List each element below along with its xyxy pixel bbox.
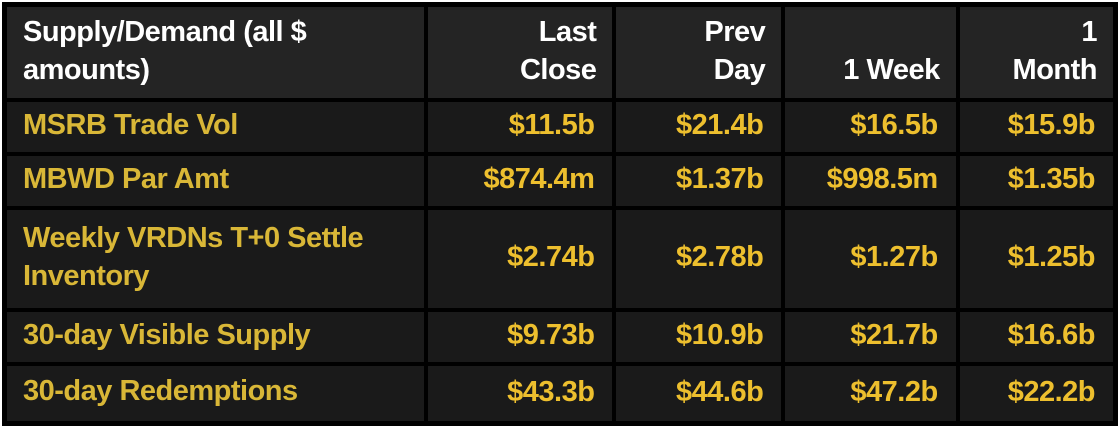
cell-value: $21.7b [781, 307, 960, 366]
column-header-last-close: Last Close [423, 2, 617, 102]
cell-value: $998.5m [781, 151, 960, 210]
cell-value: $10.9b [612, 307, 786, 366]
table-row-30-day-redemptions: 30-day Redemptions $43.3b $44.6b $47.2b … [2, 361, 1118, 426]
column-header-1-month: 1 Month [955, 2, 1118, 102]
row-label: 30-day Redemptions [2, 361, 428, 426]
row-label: 30-day Visible Supply [2, 307, 428, 366]
cell-value: $16.6b [955, 307, 1118, 366]
row-label: MBWD Par Amt [2, 151, 428, 210]
cell-value: $1.37b [612, 151, 786, 210]
cell-value: $44.6b [612, 361, 786, 426]
header-row: Supply/Demand (all $ amounts) Last Close… [2, 2, 1118, 102]
row-label: Weekly VRDNs T+0 Settle Inventory [2, 205, 428, 312]
cell-value: $11.5b [423, 97, 617, 156]
cell-value: $21.4b [612, 97, 786, 156]
corner-header: Supply/Demand (all $ amounts) [2, 2, 428, 102]
cell-value: $47.2b [781, 361, 960, 426]
cell-value: $9.73b [423, 307, 617, 366]
cell-value: $1.25b [955, 205, 1118, 312]
table-row-weekly-vrdns: Weekly VRDNs T+0 Settle Inventory $2.74b… [2, 205, 1118, 312]
table-row-msrb-trade-vol: MSRB Trade Vol $11.5b $21.4b $16.5b $15.… [2, 97, 1118, 156]
cell-value: $874.4m [423, 151, 617, 210]
row-label: MSRB Trade Vol [2, 97, 428, 156]
cell-value: $43.3b [423, 361, 617, 426]
cell-value: $22.2b [955, 361, 1118, 426]
table-row-mbwd-par-amt: MBWD Par Amt $874.4m $1.37b $998.5m $1.3… [2, 151, 1118, 210]
column-header-prev-day: Prev Day [612, 2, 786, 102]
column-header-1-week: 1 Week [781, 2, 960, 102]
cell-value: $1.35b [955, 151, 1118, 210]
cell-value: $2.74b [423, 205, 617, 312]
cell-value: $1.27b [781, 205, 960, 312]
cell-value: $15.9b [955, 97, 1118, 156]
cell-value: $2.78b [612, 205, 786, 312]
cell-value: $16.5b [781, 97, 960, 156]
table-row-30-day-visible-supply: 30-day Visible Supply $9.73b $10.9b $21.… [2, 307, 1118, 366]
